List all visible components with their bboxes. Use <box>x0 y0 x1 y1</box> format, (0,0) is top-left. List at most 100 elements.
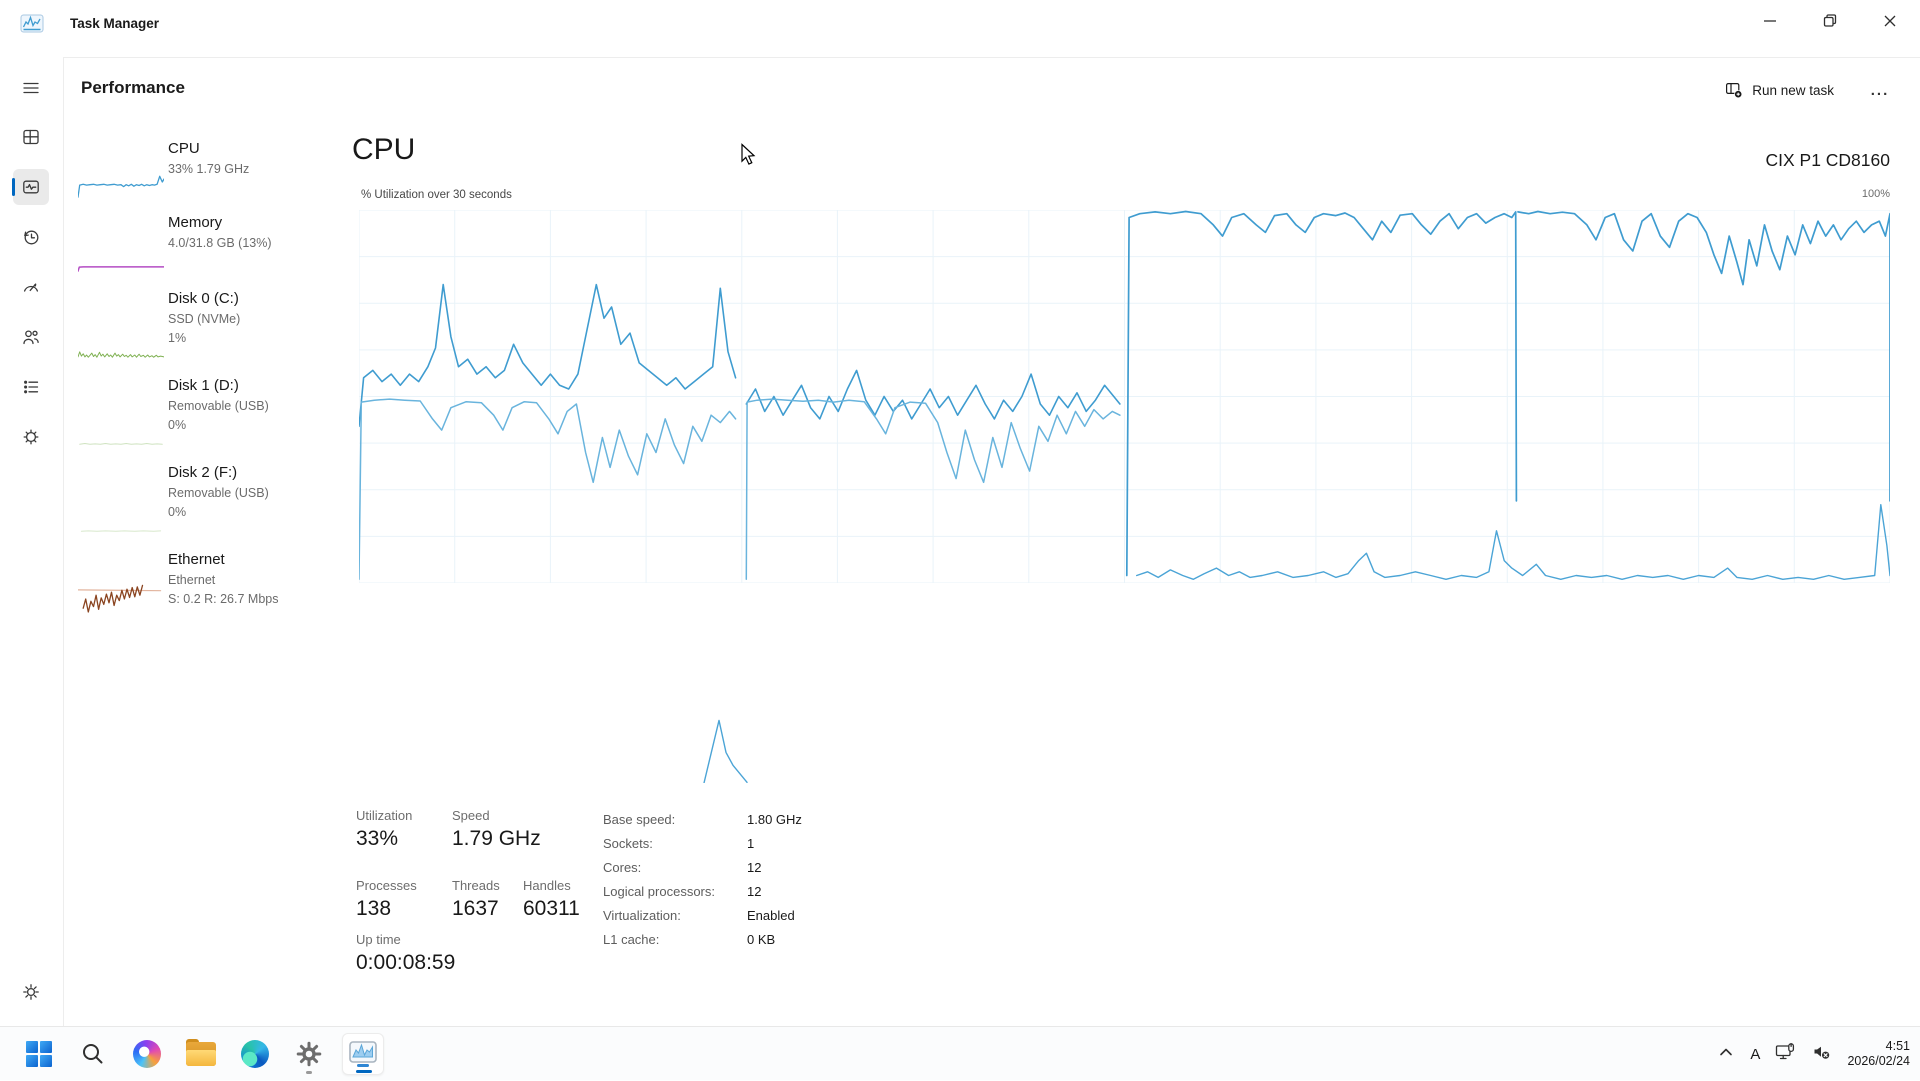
detail-base-speed: Base speed:1.80 GHz <box>603 812 903 836</box>
speaker-mute-icon <box>1812 1042 1832 1062</box>
monitor-icon <box>1775 1042 1797 1062</box>
perf-item-sub2: 0% <box>168 503 302 522</box>
detail-l1-cache: L1 cache:0 KB <box>603 932 903 956</box>
perf-item-sub: 33% 1.79 GHz <box>168 160 302 179</box>
chart-axis-label: % Utilization over 30 seconds <box>361 189 512 201</box>
hamburger-icon <box>21 78 41 98</box>
perf-item-memory[interactable]: Memory 4.0/31.8 GB (13%) <box>66 212 302 278</box>
sidebar-item-processes[interactable] <box>13 119 49 155</box>
detail-logical-processors: Logical processors:12 <box>603 884 903 908</box>
rail-divider <box>63 57 64 1026</box>
close-button[interactable] <box>1860 0 1920 42</box>
perf-item-sub2: 1% <box>168 329 302 348</box>
detail-virtualization: Virtualization:Enabled <box>603 908 903 932</box>
taskbar: A 4:51 2026/02/24 <box>0 1026 1920 1080</box>
search-icon <box>80 1041 106 1067</box>
run-new-task-label: Run new task <box>1752 83 1834 98</box>
start-button[interactable] <box>18 1033 60 1075</box>
chevron-up-icon <box>1717 1043 1735 1061</box>
cpu-device-name: CIX P1 CD8160 <box>1765 150 1890 171</box>
task-manager-app-icon <box>20 13 44 35</box>
sidebar-item-details[interactable] <box>13 369 49 405</box>
perf-item-sub: SSD (NVMe) <box>168 310 302 329</box>
history-icon <box>21 227 41 247</box>
perf-item-title: Disk 0 (C:) <box>168 288 302 310</box>
perf-item-title: Ethernet <box>168 549 302 571</box>
perf-item-title: Disk 1 (D:) <box>168 375 302 397</box>
edge-button[interactable] <box>234 1033 276 1075</box>
settings-gear-icon <box>295 1040 323 1068</box>
copilot-icon <box>133 1040 161 1068</box>
task-manager-taskbar-button[interactable] <box>342 1033 384 1075</box>
settings-gear-icon <box>21 982 41 1002</box>
processes-icon <box>21 127 41 147</box>
clock-date: 2026/02/24 <box>1847 1054 1910 1069</box>
disk0-mini-chart <box>78 320 164 358</box>
speedometer-icon <box>21 277 41 297</box>
file-explorer-button[interactable] <box>180 1033 222 1075</box>
folder-icon <box>186 1042 216 1066</box>
settings-taskbar-button[interactable] <box>288 1033 330 1075</box>
sidebar-item-users[interactable] <box>13 319 49 355</box>
perf-item-disk0[interactable]: Disk 0 (C:) SSD (NVMe) 1% <box>66 288 302 372</box>
ethernet-mini-chart <box>78 577 164 615</box>
perf-item-ethernet[interactable]: Ethernet Ethernet S: 0.2 R: 26.7 Mbps <box>66 549 302 633</box>
cpu-utilization-chart <box>359 210 1890 583</box>
perf-item-sub: Removable (USB) <box>168 484 302 503</box>
ime-indicator[interactable]: A <box>1750 1046 1760 1063</box>
services-gear-icon <box>21 427 41 447</box>
memory-mini-chart <box>78 234 164 272</box>
perf-item-disk2[interactable]: Disk 2 (F:) Removable (USB) 0% <box>66 462 302 546</box>
minimize-button[interactable] <box>1740 0 1800 42</box>
perf-item-title: Memory <box>168 212 302 234</box>
tray-volume-button[interactable] <box>1812 1042 1832 1067</box>
perf-item-sub2: 0% <box>168 416 302 435</box>
clock-time: 4:51 <box>1847 1039 1910 1054</box>
tray-chevron-button[interactable] <box>1717 1043 1735 1066</box>
copilot-button[interactable] <box>126 1033 168 1075</box>
perf-item-disk1[interactable]: Disk 1 (D:) Removable (USB) 0% <box>66 375 302 459</box>
chart-max-label: 100% <box>1862 188 1890 200</box>
run-new-task-icon <box>1725 81 1743 99</box>
window-title: Task Manager <box>70 16 159 31</box>
restore-button[interactable] <box>1800 0 1860 42</box>
settings-button[interactable] <box>13 974 49 1010</box>
run-new-task-button[interactable]: Run new task <box>1717 74 1842 106</box>
perf-item-sub: Ethernet <box>168 571 302 590</box>
stray-graph-spike <box>700 715 750 783</box>
perf-item-title: CPU <box>168 138 302 160</box>
menu-toggle-button[interactable] <box>13 70 49 106</box>
disk1-mini-chart <box>78 407 164 445</box>
sidebar-item-startup-apps[interactable] <box>13 269 49 305</box>
perf-item-sub: 4.0/31.8 GB (13%) <box>168 234 302 253</box>
disk2-mini-chart <box>78 494 164 532</box>
detail-sockets: Sockets:1 <box>603 836 903 860</box>
perf-item-cpu[interactable]: CPU 33% 1.79 GHz <box>66 138 302 204</box>
edge-icon <box>241 1040 269 1068</box>
detail-cores: Cores:12 <box>603 860 903 884</box>
sidebar-item-app-history[interactable] <box>13 219 49 255</box>
sidebar-item-performance[interactable] <box>13 169 49 205</box>
perf-item-sub: Removable (USB) <box>168 397 302 416</box>
cpu-page-title: CPU <box>352 133 415 167</box>
users-icon <box>21 327 41 347</box>
performance-icon <box>21 177 41 197</box>
tray-device-button[interactable] <box>1775 1042 1797 1067</box>
perf-item-sub2: S: 0.2 R: 26.7 Mbps <box>168 590 302 609</box>
task-manager-icon <box>348 1040 378 1068</box>
sidebar-item-services[interactable] <box>13 419 49 455</box>
titlebar: Task Manager <box>0 0 1920 48</box>
search-button[interactable] <box>72 1033 114 1075</box>
cpu-mini-chart <box>78 160 164 198</box>
details-list-icon <box>21 377 41 397</box>
taskbar-clock[interactable]: 4:51 2026/02/24 <box>1847 1039 1910 1069</box>
more-options-button[interactable]: ... <box>1862 74 1898 106</box>
content-divider <box>63 57 1920 58</box>
windows-logo-icon <box>26 1041 52 1067</box>
